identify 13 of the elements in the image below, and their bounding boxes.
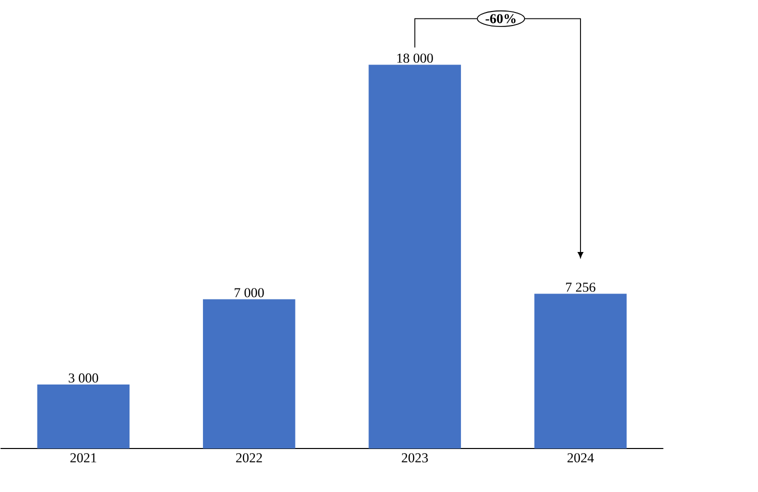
- data-label: 18 000: [397, 54, 433, 63]
- bar: [37, 384, 130, 448]
- x-tick-label: 2021: [70, 453, 96, 462]
- data-label: 3 000: [68, 373, 98, 383]
- data-label: 7 256: [566, 282, 596, 292]
- x-tick-label: 2023: [402, 453, 428, 462]
- bar: [534, 294, 627, 448]
- text: -60%: [486, 14, 516, 24]
- x-tick-label: 2024: [568, 453, 594, 462]
- bar: [202, 299, 296, 448]
- bar: [368, 64, 461, 448]
- data-label: 7 000: [234, 288, 264, 298]
- x-tick-label: 2022: [236, 453, 262, 462]
